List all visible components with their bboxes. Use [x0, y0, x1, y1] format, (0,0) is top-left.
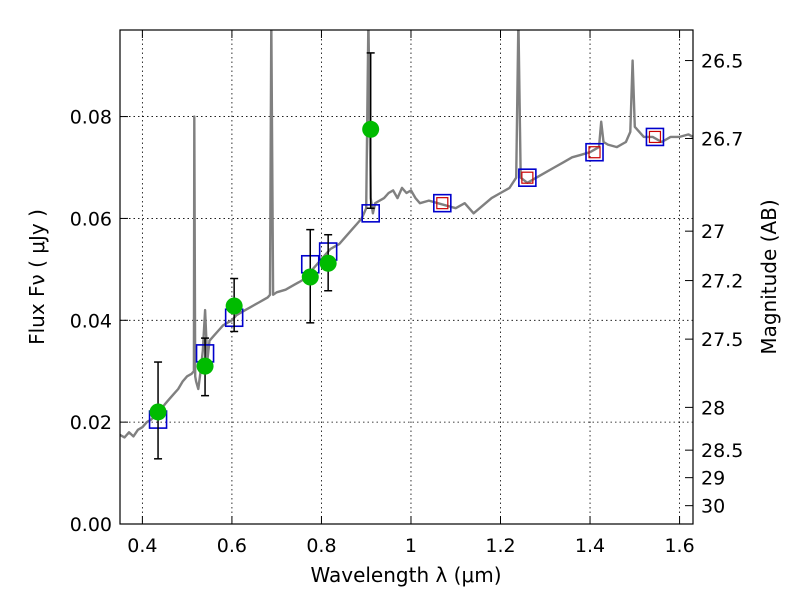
y2-tick-label: 26.5 — [701, 51, 743, 73]
x-tick-label: 1.6 — [664, 535, 694, 557]
observed-photometry-point — [362, 120, 380, 138]
model-photometry-box — [645, 127, 665, 147]
y2-tick-label: 30 — [701, 496, 725, 518]
y2-tick-label: 27.2 — [701, 271, 743, 293]
y2-axis-label: Magnitude (AB) — [757, 199, 781, 354]
observed-photometry-point — [225, 297, 243, 315]
model-photometry-inner-box — [648, 130, 662, 144]
x-tick-label: 0.6 — [217, 535, 247, 557]
plot-area — [120, 30, 693, 460]
model-photometry-inner-box — [588, 146, 601, 159]
x-tick-label: 1 — [405, 535, 417, 557]
y-tick-label: 0.02 — [70, 412, 112, 434]
y-tick-label: 0.00 — [70, 514, 112, 536]
observed-photometry-point — [149, 403, 167, 421]
y-tick-label: 0.04 — [70, 310, 112, 332]
x-axis-label: Wavelength λ (μm) — [310, 563, 501, 587]
template-spectrum-line — [120, 30, 693, 439]
observed-photometry-point — [319, 254, 337, 272]
observed-photometry-point — [301, 268, 319, 286]
y2-tick-label: 29 — [701, 468, 725, 490]
y2-tick-label: 27 — [701, 221, 725, 243]
y2-tick-label: 26.7 — [701, 128, 743, 150]
observed-photometry-point — [196, 357, 214, 375]
model-photometry-inner-box — [521, 171, 534, 184]
y-tick-label: 0.08 — [70, 107, 112, 129]
x-tick-label: 1.2 — [485, 535, 515, 557]
plot-frame — [119, 29, 694, 525]
x-tick-label: 0.8 — [306, 535, 336, 557]
grid — [120, 30, 693, 524]
y2-tick-label: 28.5 — [701, 440, 743, 462]
x-tick-label: 1.4 — [575, 535, 605, 557]
x-tick-label: 0.4 — [127, 535, 157, 557]
axis-ticks: 0.4 0.6 0.8 1 1.2 1.4 1.6 0.00 0.02 0.04 0.06 0.08 2… — [70, 30, 743, 557]
y-tick-label: 0.06 — [70, 208, 112, 230]
model-photometry-box — [585, 142, 604, 162]
y2-tick-label: 28 — [701, 397, 725, 419]
model-photometry-box — [433, 193, 452, 213]
y-axis-label: Flux Fν ( μJy ) — [25, 209, 49, 345]
y2-tick-label: 27.5 — [701, 329, 743, 351]
model-photometry-box — [518, 168, 537, 187]
model-photometry-inner-box — [436, 197, 449, 210]
